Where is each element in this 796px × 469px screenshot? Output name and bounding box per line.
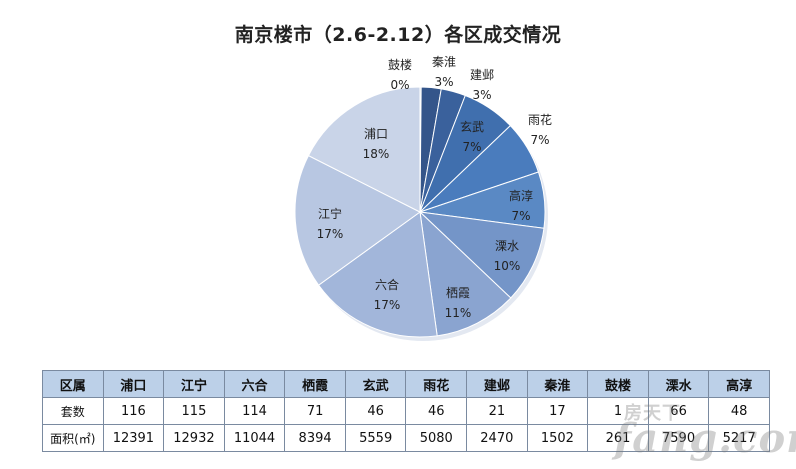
- slice-percent-label: 7%: [462, 140, 481, 154]
- table-row-count: 套数 116 115 114 71 46 46 21 17 1 66 48: [42, 397, 770, 425]
- header-cell: 高淳: [708, 370, 770, 398]
- slice-name-label: 高淳: [509, 188, 533, 203]
- header-cell: 雨花: [405, 370, 468, 398]
- table-row-area: 面积(㎡) 12391 12932 11044 8394 5559 5080 2…: [42, 424, 770, 452]
- table-cell: 66: [647, 397, 710, 425]
- header-cell: 玄武: [344, 370, 407, 398]
- header-cell: 秦淮: [526, 370, 589, 398]
- table-cell: 5559: [344, 424, 407, 452]
- slice-name-label: 玄武: [460, 119, 484, 134]
- table-cell: 12391: [102, 424, 165, 452]
- header-cell: 江宁: [163, 370, 225, 398]
- row-label: 面积(㎡): [42, 424, 104, 452]
- slice-percent-label: 7%: [511, 209, 530, 223]
- slice-name-label: 鼓楼: [388, 57, 412, 72]
- header-cell: 区属: [42, 370, 104, 398]
- table-cell: 1502: [526, 424, 589, 452]
- slice-percent-label: 3%: [472, 88, 491, 102]
- slice-percent-label: 0%: [390, 78, 409, 92]
- chart-title: 南京楼市（2.6-2.12）各区成交情况: [234, 24, 562, 46]
- pie-slice-9: [294, 154, 421, 286]
- slice-name-label: 江宁: [318, 206, 342, 221]
- table-cell: 11044: [223, 424, 286, 452]
- fang-watermark: 房天下 fang.com: [610, 395, 796, 465]
- table-cell: 8394: [284, 424, 346, 452]
- pie-slice-7: [419, 210, 512, 337]
- table-cell: 46: [344, 397, 407, 425]
- table-cell: 48: [708, 397, 770, 425]
- row-label: 套数: [42, 397, 104, 425]
- header-cell: 溧水: [647, 370, 710, 398]
- slice-name-label: 秦淮: [432, 55, 456, 69]
- slice-name-label: 雨花: [528, 112, 552, 127]
- header-cell: 浦口: [102, 370, 165, 398]
- header-cell: 建邺: [466, 370, 528, 398]
- pie-chart: 鼓楼 0% 秦淮 3% 建邺 3% 玄武 7% 雨花 7% 高淳 7% 溧水 10% 栖霞 11% 六合 17% 江…: [294, 55, 552, 341]
- slice-percent-label: 18%: [363, 147, 390, 161]
- table-cell: 46: [405, 397, 468, 425]
- table-cell: 71: [284, 397, 346, 425]
- data-table: 区属 浦口 江宁 六合 栖霞 玄武 雨花 建邺 秦淮 鼓楼 溧水 高淳 套数 1…: [42, 370, 770, 452]
- slice-percent-label: 17%: [374, 298, 401, 312]
- table-cell: 116: [102, 397, 165, 425]
- table-cell: 17: [526, 397, 589, 425]
- slice-name-label: 溧水: [495, 239, 519, 253]
- slice-percent-label: 3%: [434, 75, 453, 89]
- slice-percent-label: 11%: [445, 306, 472, 320]
- header-cell: 六合: [223, 370, 286, 398]
- table-cell: 115: [163, 397, 225, 425]
- header-cell: 栖霞: [284, 370, 346, 398]
- table-cell: 2470: [466, 424, 528, 452]
- table-cell: 5080: [405, 424, 468, 452]
- table-header-row: 区属 浦口 江宁 六合 栖霞 玄武 雨花 建邺 秦淮 鼓楼 溧水 高淳: [42, 370, 770, 398]
- slice-name-label: 建邺: [470, 68, 494, 82]
- slice-percent-label: 17%: [317, 227, 344, 241]
- table-cell: 5217: [708, 424, 770, 452]
- slice-name-label: 栖霞: [446, 285, 470, 300]
- table-cell: 12932: [163, 424, 225, 452]
- pie-slice-10: [307, 86, 421, 213]
- watermark-en: fang.com: [614, 415, 796, 462]
- slice-percent-label: 10%: [494, 259, 521, 273]
- table-cell: 114: [223, 397, 286, 425]
- table-cell: 261: [587, 424, 649, 452]
- header-cell: 鼓楼: [587, 370, 649, 398]
- watermark-cn: 房天下: [624, 403, 681, 424]
- table-cell: 21: [466, 397, 528, 425]
- slice-percent-label: 7%: [530, 133, 549, 147]
- table-cell: 1: [587, 397, 649, 425]
- pie-slice-8: [317, 211, 438, 338]
- slice-name-label: 六合: [375, 277, 399, 292]
- slice-name-label: 浦口: [364, 127, 388, 141]
- pie-slice-6: [418, 211, 545, 299]
